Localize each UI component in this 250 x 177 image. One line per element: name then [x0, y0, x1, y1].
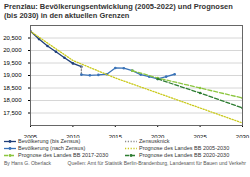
html-text:Bevölkerung (bis Zensus): Bevölkerung (bis Zensus) — [18, 138, 81, 144]
svg-text:18,500: 18,500 — [3, 85, 22, 91]
html-text:Bevölkerung (nach Zensus): Bevölkerung (nach Zensus) — [18, 145, 86, 151]
html-text:Prenzlau: Bevölkerungsentwickl: Prenzlau: Bevölkerungsentwicklung (2005-… — [4, 2, 233, 20]
svg-text:2030: 2030 — [236, 134, 250, 138]
html-text:Prognose des Landes BB 2017-20: Prognose des Landes BB 2017-2030 — [18, 152, 109, 158]
svg-text:19,000: 19,000 — [3, 72, 22, 78]
svg-text:19,500: 19,500 — [3, 60, 22, 66]
svg-text:2015: 2015 — [109, 134, 123, 138]
html-text:Prognose des Landes BB 2020-20: Prognose des Landes BB 2020-2030 — [139, 152, 230, 158]
svg-text:18,000: 18,000 — [3, 97, 22, 103]
svg-text:20,000: 20,000 — [3, 47, 22, 53]
html-text:Prognose des Landes BB 2005-20: Prognose des Landes BB 2005-2030 — [139, 145, 230, 151]
svg-text:2010: 2010 — [66, 134, 80, 138]
svg-text:2025: 2025 — [193, 134, 207, 138]
html-text:Quellen: Amt für Statistik Ber: Quellen: Amt für Statistik Berlin-Brande… — [67, 160, 246, 166]
html-text:Zensusknick: Zensusknick — [139, 138, 170, 144]
svg-text:2020: 2020 — [151, 134, 165, 138]
svg-text:17,500: 17,500 — [3, 110, 22, 116]
svg-text:2005: 2005 — [24, 134, 38, 138]
html-text:By Hans G. Oberlack: By Hans G. Oberlack — [4, 160, 51, 166]
svg-text:20,500: 20,500 — [3, 35, 22, 41]
